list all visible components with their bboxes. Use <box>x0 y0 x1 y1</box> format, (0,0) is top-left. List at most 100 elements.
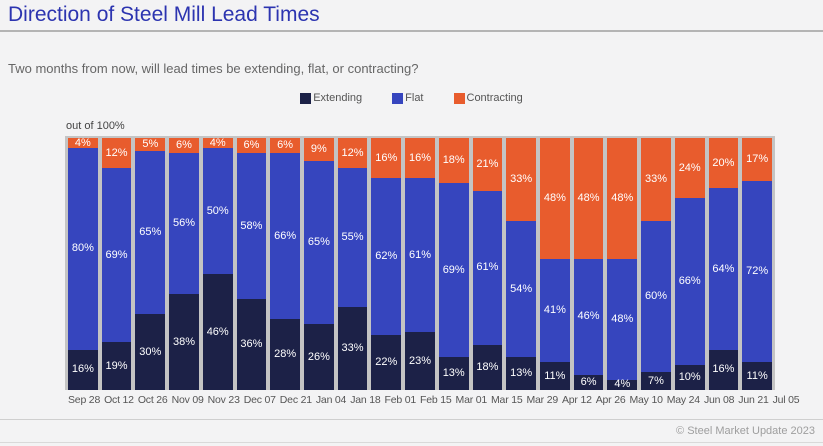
bar-segment-flat: 72% <box>742 180 772 363</box>
bar-segment-value: 48% <box>577 191 600 204</box>
stacked-bar-chart: 4% 80% 16% 12% 69% 19% 5% 65% 30% 6% 56% 38% 4% 50% 46… <box>65 136 775 390</box>
bar-sep-28: 4% 80% 16% <box>68 137 98 390</box>
bar-segment-flat: 66% <box>270 153 300 320</box>
bar-segment-contracting: 24% <box>674 138 705 199</box>
bar-segment-extending: 11% <box>742 362 772 390</box>
bar-segment-extending: 16% <box>708 349 739 390</box>
bar-segment-extending: 26% <box>303 324 334 390</box>
bar-segment-contracting: 20% <box>708 138 739 189</box>
bar-segment-flat: 56% <box>169 153 199 295</box>
bar-may-10: 48% 48% 4% <box>607 138 638 390</box>
bar-segment-value: 60% <box>644 290 667 303</box>
legend-item-extending: Extending <box>300 92 362 104</box>
bar-segment-value: 28% <box>274 348 297 361</box>
bar-segment-value: 33% <box>510 173 533 186</box>
bar-segment-extending: 23% <box>405 332 435 390</box>
bar-segment-extending: 33% <box>337 306 368 390</box>
bar-segment-contracting: 16% <box>371 138 402 179</box>
bar-segment-value: 23% <box>408 354 431 367</box>
bar-segment-extending: 36% <box>236 299 267 390</box>
bar-segment-extending: 46% <box>202 274 233 390</box>
bar-segment-value: 22% <box>375 355 398 368</box>
title-underline <box>0 30 823 32</box>
bar-dec-07: 6% 58% 36% <box>236 138 267 390</box>
x-tick-label: Dec 21 <box>279 394 312 406</box>
bar-mar-29: 33% 54% 13% <box>506 138 536 390</box>
bar-may-24: 33% 60% 7% <box>641 138 671 390</box>
legend-item-flat: Flat <box>392 92 424 104</box>
bar-segment-flat: 54% <box>506 221 536 358</box>
bar-segment-extending: 19% <box>101 342 132 390</box>
bar-segment-extending: 18% <box>472 344 503 390</box>
bar-segment-contracting: 6% <box>236 138 267 154</box>
bar-segment-flat: 41% <box>539 258 570 363</box>
bar-apr-26: 48% 46% 6% <box>573 138 604 390</box>
bar-segment-contracting: 33% <box>641 138 671 222</box>
bar-oct-26: 5% 65% 30% <box>135 138 166 390</box>
bar-segment-value: 56% <box>172 217 195 230</box>
bar-segment-value: 24% <box>678 161 701 174</box>
x-tick-label: Feb 01 <box>384 394 417 406</box>
copyright-text: © Steel Market Update 2023 <box>676 425 815 437</box>
chart-legend: Extending Flat Contracting <box>0 92 823 104</box>
bar-segment-value: 16% <box>712 363 735 376</box>
bar-jul-05: 17% 72% 11% <box>742 138 772 390</box>
legend-swatch-flat <box>392 92 404 104</box>
bar-segment-value: 69% <box>442 263 465 276</box>
bar-segment-flat: 62% <box>371 178 402 335</box>
bar-segment-value: 66% <box>274 229 297 242</box>
legend-label: Flat <box>405 92 424 104</box>
bar-segment-contracting: 6% <box>169 138 199 154</box>
bar-segment-value: 36% <box>240 338 263 351</box>
bar-segment-contracting: 12% <box>101 138 132 169</box>
bar-mar-15: 21% 61% 18% <box>472 138 503 390</box>
bar-segment-extending: 7% <box>641 372 671 390</box>
bar-segment-value: 16% <box>408 151 431 164</box>
bar-segment-value: 64% <box>712 262 735 275</box>
bar-segment-value: 12% <box>105 146 128 159</box>
x-tick-label: Jun 08 <box>703 394 735 406</box>
bar-segment-value: 62% <box>375 249 398 262</box>
bar-segment-value: 69% <box>105 248 128 261</box>
bar-segment-flat: 80% <box>68 148 98 350</box>
bar-segment-value: 65% <box>307 236 330 249</box>
bar-segment-value: 46% <box>577 310 600 323</box>
bar-segment-extending: 28% <box>270 319 300 390</box>
bar-segment-contracting: 48% <box>573 138 604 259</box>
bar-nov-23: 4% 50% 46% <box>202 137 233 390</box>
bar-feb-15: 16% 61% 23% <box>405 138 435 390</box>
bar-segment-value: 72% <box>746 265 769 278</box>
bar-segment-value: 13% <box>442 367 465 380</box>
x-tick-label: Mar 15 <box>491 394 523 406</box>
x-tick-label: Mar 01 <box>455 394 488 406</box>
x-tick-label: May 10 <box>629 394 663 406</box>
bar-segment-contracting: 6% <box>270 138 300 154</box>
bar-segment-flat: 65% <box>135 150 166 315</box>
bar-dec-21: 6% 66% 28% <box>270 138 300 390</box>
x-tick-label: Sep 28 <box>68 394 101 406</box>
bar-segment-extending: 10% <box>674 364 705 390</box>
bar-segment-value: 6% <box>176 139 192 152</box>
bar-segment-flat: 55% <box>337 168 368 307</box>
bar-segment-value: 6% <box>243 139 260 152</box>
bar-segment-value: 48% <box>611 312 634 325</box>
bar-segment-value: 6% <box>580 375 597 388</box>
x-tick-label: Apr 12 <box>561 394 592 406</box>
bar-segment-value: 66% <box>678 275 701 288</box>
x-tick-label: Jul 05 <box>772 394 800 406</box>
x-tick-label: Feb 15 <box>420 394 452 406</box>
x-tick-label: Dec 07 <box>243 394 276 406</box>
bar-segment-value: 26% <box>307 350 330 363</box>
bar-segment-value: 58% <box>240 219 263 232</box>
x-tick-label: Oct 26 <box>137 394 168 406</box>
x-tick-label: Jan 04 <box>315 394 347 406</box>
bar-segment-value: 17% <box>746 152 769 165</box>
bar-segment-contracting: 48% <box>607 138 638 259</box>
x-tick-label: Jun 21 <box>738 394 769 406</box>
bar-segment-value: 20% <box>712 156 735 169</box>
bar-segment-flat: 66% <box>674 198 705 365</box>
x-tick-label: May 24 <box>666 394 700 406</box>
bar-segment-contracting: 21% <box>472 138 503 191</box>
axis-note: out of 100% <box>66 120 125 132</box>
page-title: Direction of Steel Mill Lead Times <box>8 3 320 26</box>
